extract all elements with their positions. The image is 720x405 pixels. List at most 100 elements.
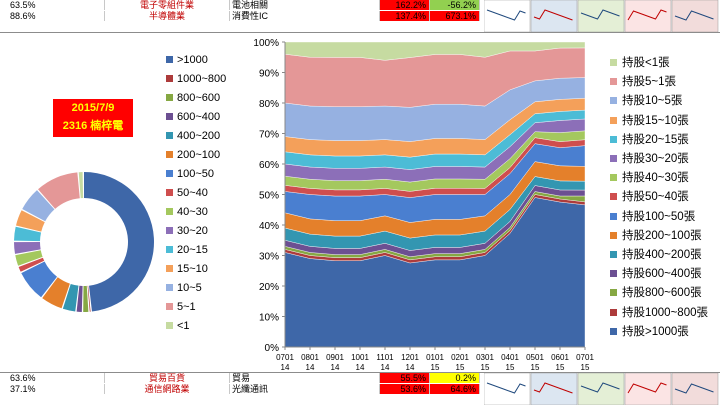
sparkline [486,382,526,394]
donut-slice [87,285,91,312]
legend-label: 持股1000~800張 [622,306,708,319]
donut-slice [21,261,58,298]
legend-swatch [166,132,173,139]
pct-cell: 63.6% [0,373,105,383]
area-legend: 持股<1張 持股5~1張 持股10~5張 持股15~10張 持股20~15張 持股30~2… [610,55,720,355]
sparkline [533,9,573,21]
sparkline-cell [577,0,625,32]
legend-swatch [610,78,617,86]
sparkline-cell [577,373,625,405]
legend-label: 30~20 [177,225,208,237]
donut-slice [42,277,70,309]
y-tick-label: 40% [259,221,279,232]
legend-label: 200~100 [177,149,221,161]
industry-cell: 通信網路業 [105,384,230,394]
x-tick-label: 0501 [526,353,544,362]
value-cell-2: 673.1% [430,11,480,21]
legend-swatch [610,231,617,239]
sparkline [533,382,573,394]
legend-label: 800~600 [177,92,221,104]
table-row: 63.6% 貿易百貨 貿易 55.5% 0.2% [0,373,720,383]
legend-label: 1000~800 [177,73,227,85]
value-cell-1: 162.2% [380,0,430,10]
legend-label: 5~1 [177,301,196,313]
legend-label: 持股20~15張 [622,133,689,146]
legend-swatch [166,151,173,158]
legend-swatch [166,246,173,253]
stacked-area-chart: 0%10%20%30%40%50%60%70%80%90%100%0701140… [253,38,594,372]
legend-swatch [166,113,173,120]
sparkline-cell [671,373,719,405]
legend-swatch [166,265,173,272]
legend-label: <1 [177,320,190,332]
sparkline-strip [484,0,719,32]
sparkline-cell [484,0,531,32]
donut-chart [14,172,155,312]
y-tick-label: 50% [259,191,279,202]
y-tick-label: 70% [259,130,279,141]
legend-label: 持股30~20張 [622,153,689,165]
pct-cell: 63.5% [0,0,105,10]
donut-slice [14,242,41,254]
legend-label: 持股600~400張 [622,268,702,281]
legend-label: 持股5~1張 [622,76,677,89]
legend-swatch [166,94,173,101]
legend-label: 持股400~200張 [622,249,702,261]
legend-label: 持股>1000張 [622,325,689,338]
top-table-strip: 63.5% 電子零組件業 電池相關 162.2% -56.2% 88.6% 半導… [0,0,720,32]
x-tick-label: 1101 [376,353,394,362]
x-tick-label-year: 15 [481,363,490,372]
legend-swatch [610,59,617,66]
donut-legend: >1000 1000~800 800~600 600~400 400~200 200~10… [166,53,246,353]
x-tick-label-year: 15 [431,363,440,372]
donut-slice [15,210,45,232]
legend-swatch [610,97,617,105]
x-tick-label: 0701 [576,353,594,362]
sparkline [580,382,620,393]
value-cell-2: 0.2% [430,373,480,383]
y-tick-label: 60% [259,160,279,171]
x-tick-label: 0701 [276,353,294,362]
legend-label: 20~15 [177,244,208,256]
legend-swatch [166,227,173,234]
industry-cell: 半導體業 [105,11,230,21]
legend-label: 100~50 [177,168,215,180]
legend-label: 10~5 [177,282,202,294]
y-tick-label: 80% [259,99,279,110]
sparkline [486,9,526,21]
legend-swatch [610,308,617,316]
sparkline [580,9,620,20]
sub-industry-cell: 電池相關 [230,0,380,10]
table-row: 88.6% 半導體業 消費性IC 137.4% 673.1% [0,11,720,21]
x-tick-label-year: 15 [531,363,540,372]
sparkline-cell [530,0,578,32]
value-cell-1: 55.5% [380,373,430,383]
sparkline [674,383,714,394]
legend-swatch [610,193,617,201]
legend-label: 持股200~100張 [622,229,702,242]
legend-swatch [166,75,173,82]
legend-label: 持股100~50張 [622,210,696,223]
x-tick-label-year: 15 [556,363,565,372]
sub-industry-cell: 貿易 [230,373,380,383]
x-tick-label: 0901 [326,353,344,362]
legend-swatch [610,289,617,297]
legend-label: 50~40 [177,187,208,199]
legend-label: 400~200 [177,130,221,142]
x-tick-label-year: 14 [281,363,290,372]
donut-slice [18,257,45,272]
donut-slice [83,285,89,312]
legend-label: 持股15~10張 [622,114,689,127]
legend-label: 40~30 [177,206,208,218]
x-tick-label-year: 15 [581,363,590,372]
donut-slice [76,285,83,312]
legend-swatch [166,208,173,215]
date-label: 2015/7/9 [71,102,115,114]
sparkline-strip [484,373,719,405]
donut-slice [14,226,42,242]
x-tick-label-year: 15 [456,363,465,372]
y-tick-label: 90% [259,69,279,80]
legend-label: 持股<1張 [622,57,670,69]
y-tick-label: 30% [259,252,279,263]
legend-label: 持股800~600張 [622,287,702,300]
